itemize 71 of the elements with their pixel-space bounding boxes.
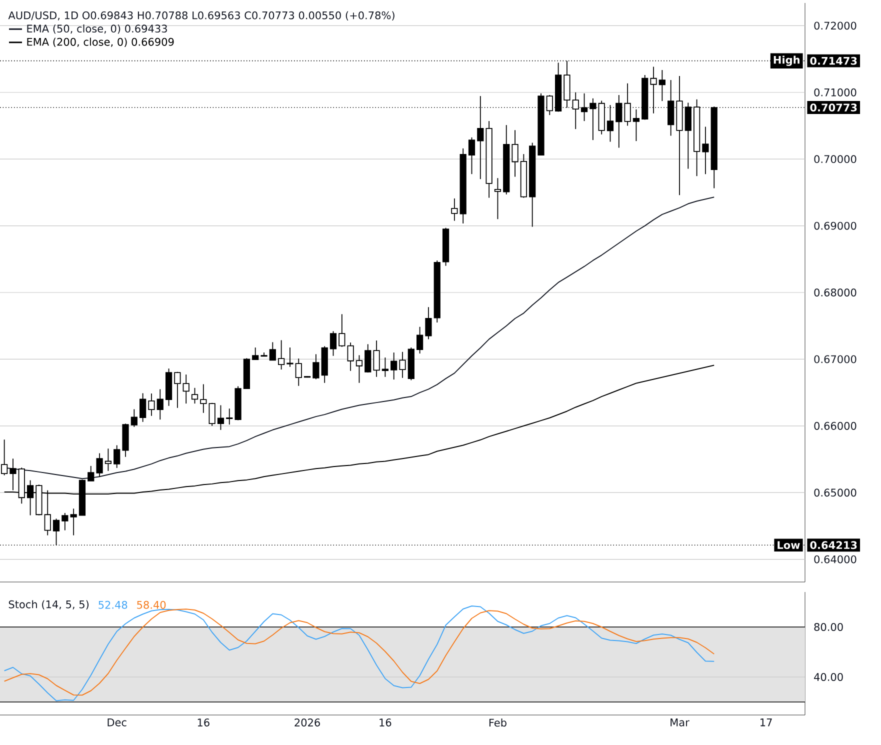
candlestick — [269, 342, 276, 361]
y-tick-label: 0.69000 — [814, 222, 856, 230]
candlestick — [96, 452, 103, 478]
candlestick — [286, 347, 294, 368]
candlestick — [347, 342, 354, 372]
y-tick-label: 80.00 — [814, 623, 843, 631]
legend-label: EMA (50, close, 0) 0.69433 — [27, 24, 167, 34]
candlestick — [1, 439, 8, 476]
series-label: 58.40 — [137, 600, 166, 609]
candlestick — [512, 130, 518, 178]
y-tick-label: 0.72000 — [814, 22, 856, 30]
candlestick — [312, 354, 320, 380]
candlestick — [373, 340, 380, 378]
candlestick — [174, 371, 181, 408]
x-tick-label: 17 — [760, 718, 772, 726]
legend-label: EMA (200, close, 0) 0.66909 — [27, 38, 174, 48]
candlestick — [416, 326, 424, 354]
x-tick-label: Feb — [489, 718, 506, 727]
candlestick — [425, 306, 432, 340]
candlestick — [114, 444, 120, 468]
y-tick-label: 0.70000 — [814, 155, 856, 164]
y-tick-label: 0.64000 — [814, 555, 856, 564]
series-label: 52.48 — [98, 600, 128, 609]
candlestick — [62, 512, 68, 531]
candlestick — [330, 330, 337, 356]
candlestick — [130, 408, 138, 428]
text: 0.70773 — [810, 104, 857, 112]
ref-line-label: High — [774, 56, 800, 66]
y-tick-label: 0.66000 — [814, 422, 856, 430]
candlestick — [217, 404, 224, 430]
candlestick — [191, 387, 198, 404]
x-tick-label: 16 — [198, 718, 210, 726]
candlestick — [252, 347, 259, 360]
candlestick — [208, 402, 216, 426]
y-tick-label: 0.68000 — [814, 288, 856, 296]
candlestick — [278, 340, 285, 370]
candlestick — [390, 352, 398, 380]
candlestick — [658, 70, 666, 102]
text: 0.71473 — [810, 56, 857, 65]
candlestick — [356, 354, 363, 384]
y-tick-label: 0.65000 — [814, 488, 856, 497]
y-tick-label: 0.71000 — [814, 88, 856, 96]
y-tick-label: 40.00 — [814, 673, 843, 681]
candlestick — [104, 448, 112, 472]
text: AUD/USD, 1D O0.69843 H0.70788 L0.69563 C0.70773 0.00550 (+0.78%) — [8, 11, 394, 21]
candlestick — [88, 465, 94, 482]
ref-line-label: Low — [778, 541, 800, 550]
y-tick-label: 0.67000 — [814, 355, 856, 364]
candlestick — [182, 374, 190, 404]
text: 0.64213 — [810, 541, 857, 550]
candlestick — [156, 388, 164, 420]
x-tick-label: Mar — [670, 718, 690, 726]
candlestick — [382, 357, 388, 378]
text: Stoch (14, 5, 5) — [8, 600, 89, 610]
candlestick — [200, 384, 207, 414]
candlestick — [295, 358, 302, 386]
candlestick — [10, 458, 16, 491]
candlestick — [70, 508, 77, 536]
candlestick — [338, 314, 346, 348]
candlestick — [140, 392, 146, 422]
candlestick — [494, 178, 502, 220]
candlestick — [148, 393, 155, 416]
candlestick — [399, 351, 406, 378]
x-tick-label: 16 — [380, 718, 392, 726]
candlestick — [364, 344, 372, 373]
candlestick — [451, 198, 458, 222]
candlestick — [226, 408, 233, 426]
x-tick-label: 2026 — [294, 718, 320, 726]
candlestick — [702, 126, 709, 175]
x-tick-label: Dec — [108, 718, 126, 726]
candlestick — [468, 136, 476, 175]
